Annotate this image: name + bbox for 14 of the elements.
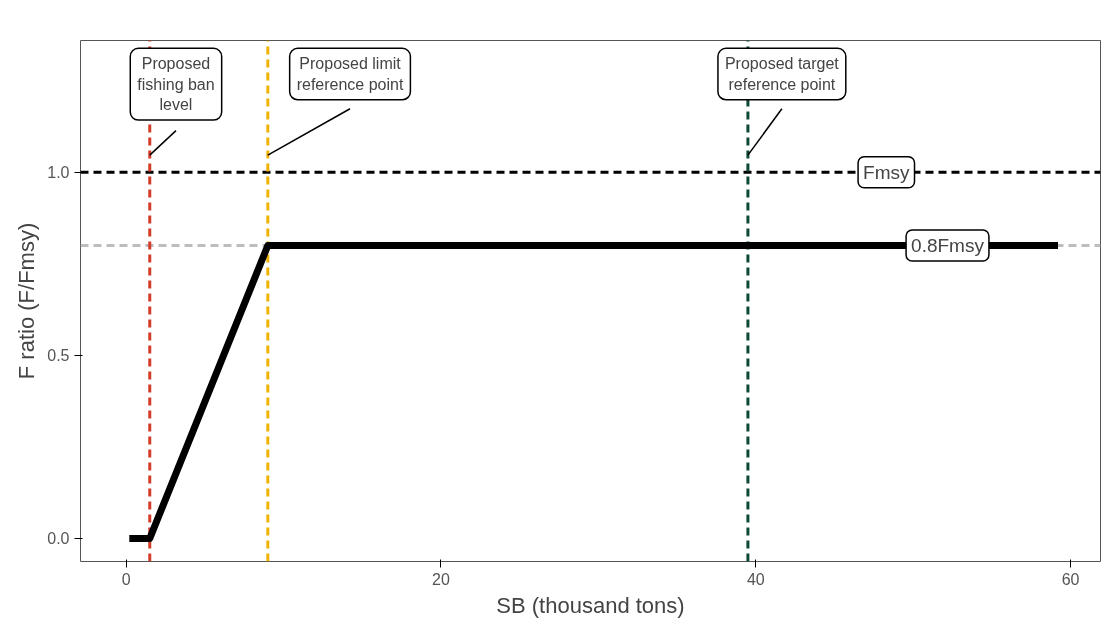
x-tick-label: 20 xyxy=(432,570,450,588)
x-tick-label: 60 xyxy=(1061,570,1080,588)
ref-line-label: 0.8Fmsy xyxy=(911,235,985,257)
ref-line-label: Proposed target reference point xyxy=(724,55,840,93)
x-tick-label: 40 xyxy=(746,570,765,588)
x-axis-title: SB (thousand tons) xyxy=(496,592,685,618)
y-tick-label: 0.0 xyxy=(47,530,70,548)
ref-line-label: Fmsy xyxy=(863,161,911,183)
x-tick-label: 0 xyxy=(121,570,131,588)
ref-line-label: Proposed limit reference point xyxy=(296,55,404,93)
y-tick-label: 0.5 xyxy=(47,347,70,365)
y-axis-title: F ratio (F/Fmsy) xyxy=(14,222,40,380)
ref-line-label: Proposed fishing ban level xyxy=(137,55,215,114)
y-tick-label: 1.0 xyxy=(47,164,70,182)
